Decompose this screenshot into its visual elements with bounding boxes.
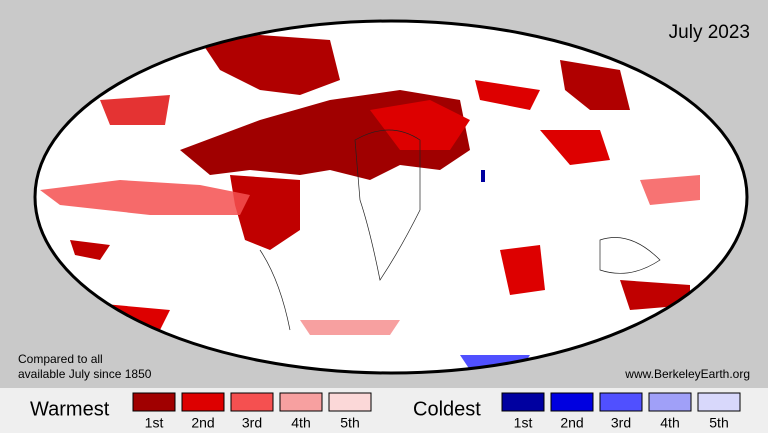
legend-swatch xyxy=(279,392,323,412)
source: www.BerkeleyEarth.org xyxy=(624,367,750,381)
title: July 2023 xyxy=(669,22,750,43)
note-line: available July since 1850 xyxy=(18,367,152,381)
legend-label: 2nd xyxy=(560,415,583,431)
legend-swatch xyxy=(648,392,692,412)
legend-label: 4th xyxy=(291,415,310,431)
legend-swatch xyxy=(599,392,643,412)
legend-label: 5th xyxy=(340,415,359,431)
legend-label: 5th xyxy=(709,415,728,431)
legend-label: 2nd xyxy=(191,415,214,431)
legend-title: Coldest xyxy=(413,398,481,420)
legend-swatch xyxy=(132,392,176,412)
legend-swatch xyxy=(328,392,372,412)
legend-label: 1st xyxy=(514,415,533,431)
legend-title: Warmest xyxy=(30,398,110,420)
legend-swatch xyxy=(697,392,741,412)
legend-swatch xyxy=(230,392,274,412)
legend-label: 4th xyxy=(660,415,679,431)
legend-label: 3rd xyxy=(611,415,631,431)
globe-outline xyxy=(33,19,749,375)
legend-swatch xyxy=(550,392,594,412)
note-line: Compared to all xyxy=(18,352,103,366)
legend-label: 1st xyxy=(145,415,164,431)
legend-label: 3rd xyxy=(242,415,262,431)
globe xyxy=(35,21,747,373)
legend-swatch xyxy=(181,392,225,412)
legend-swatch xyxy=(501,392,545,412)
